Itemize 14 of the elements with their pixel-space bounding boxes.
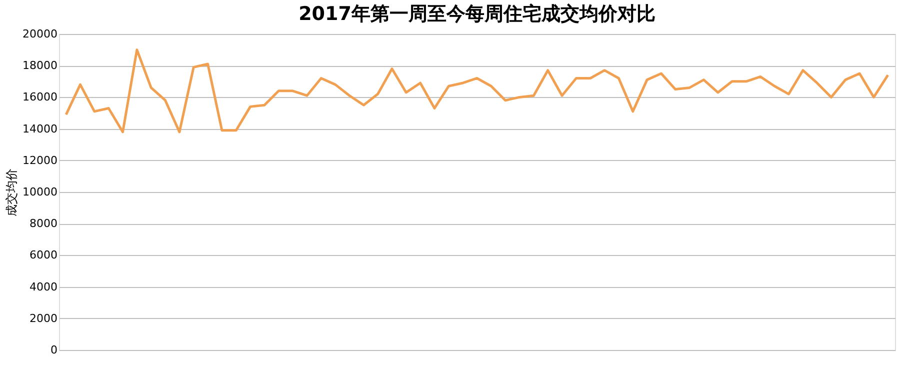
y-tick-label: 12000: [22, 154, 58, 167]
line-series: [64, 48, 890, 134]
y-tick-label: 18000: [22, 59, 58, 72]
y-tick-label: 6000: [30, 248, 58, 262]
y-tick-label: 4000: [30, 280, 58, 294]
y-tick-label: 2000: [30, 312, 58, 325]
y-axis-title: 成交均价: [4, 168, 19, 216]
y-tick-label: 16000: [22, 90, 58, 104]
y-tick-label: 8000: [30, 217, 58, 230]
y-tick-label: 10000: [22, 186, 58, 198]
y-tick-label: 0: [50, 344, 58, 356]
chart-title: 2017年第一周至今每周住宅成交均价对比: [298, 3, 656, 25]
y-tick-label: 20000: [22, 28, 58, 40]
y-tick-label: 14000: [22, 122, 58, 136]
